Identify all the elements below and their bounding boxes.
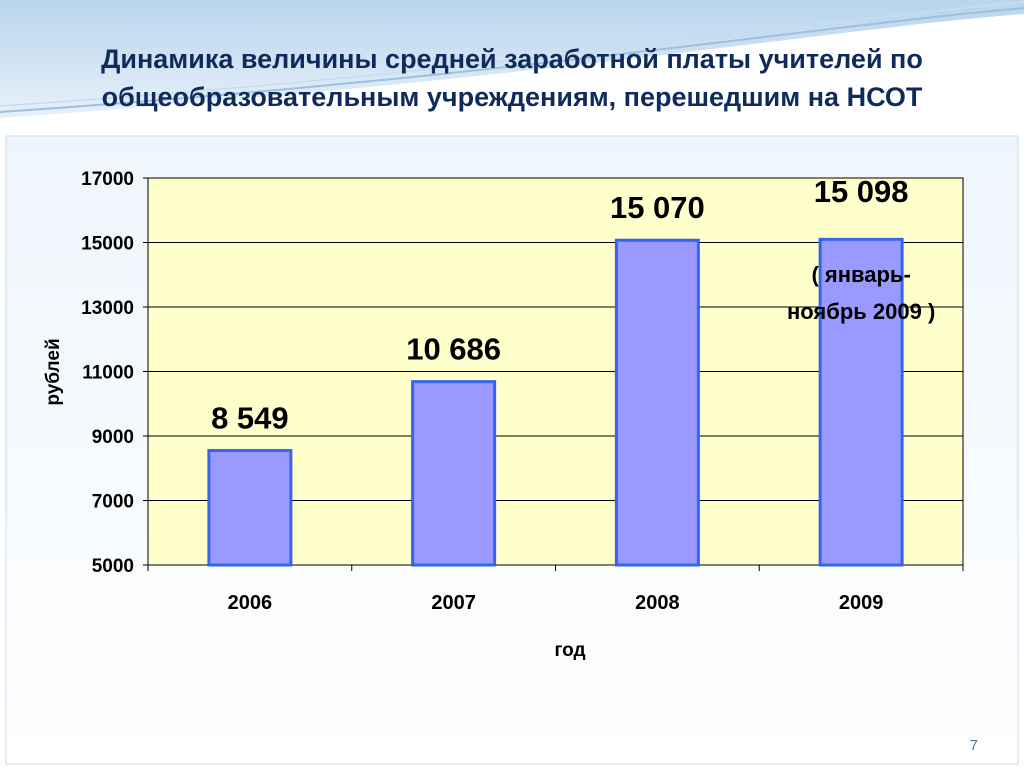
slide-title-line-1: Динамика величины средней заработной пла… [101,44,923,74]
y-tick-label-5000: 5000 [92,556,134,577]
data-label-2008: 15 070 [610,190,705,225]
slide-number: 7 [969,737,978,754]
header-wave-line-2 [0,1,1024,107]
y-tick-label-13000: 13000 [81,298,134,319]
bar-2007 [411,380,497,567]
x-tick-label-2006: 2006 [228,592,273,614]
data-label-2009: 15 098 [814,174,909,209]
y-tick-label-11000: 11000 [82,363,134,384]
slide-title: Динамика величины средней заработной пла… [0,40,1024,116]
data-label-2007: 10 686 [406,332,501,367]
data-label-2006: 8 549 [211,401,289,436]
y-tick-label-7000: 7000 [92,492,134,513]
header-wave-line [0,7,1024,113]
x-tick-label-2007: 2007 [431,592,476,614]
annotation-line-2: ноябрь 2009 ) [787,299,935,324]
bar-2009 [818,237,904,567]
y-tick-label-15000: 15000 [81,234,134,255]
bar-2006 [207,449,293,567]
x-tick-label-2008: 2008 [635,592,680,614]
slide-title-line-2: общеобразовательным учреждениям, перешед… [101,82,923,112]
bar-2008 [614,238,700,567]
header-wave [0,0,1024,118]
y-axis-title: рублей [43,338,64,405]
y-tick-label-17000: 17000 [81,169,134,190]
y-tick-label-9000: 9000 [92,427,134,448]
x-axis-title: год [554,640,585,661]
x-tick-label-2009: 2009 [839,592,884,614]
annotation-line-1: ( январь- [811,262,910,287]
